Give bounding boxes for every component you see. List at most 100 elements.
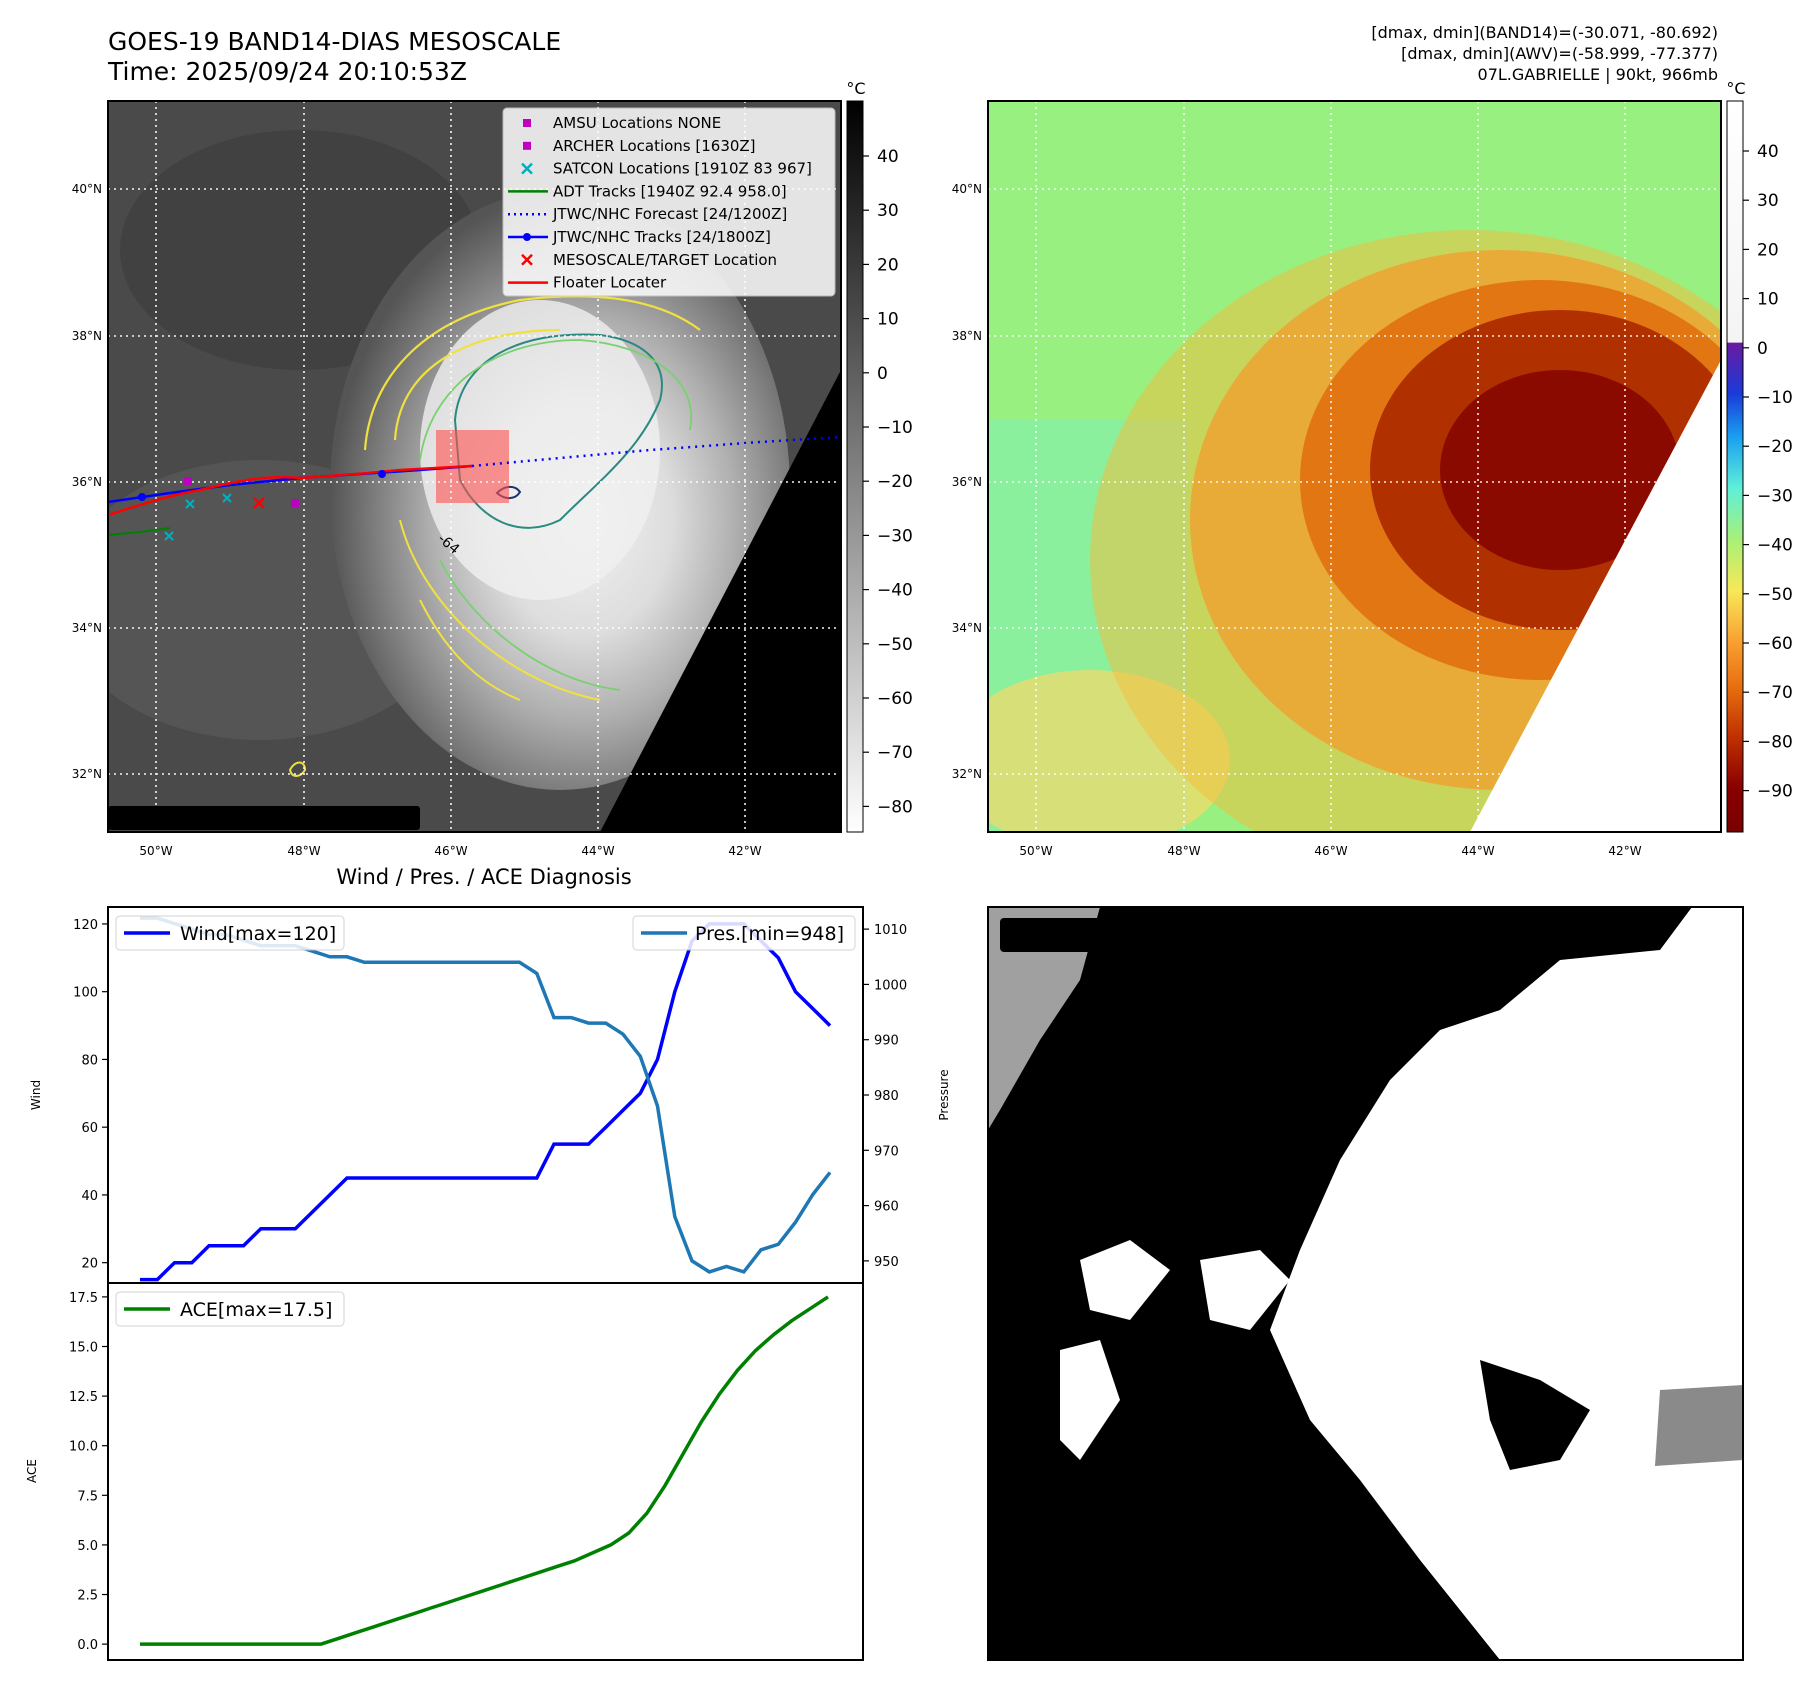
colorbar-tick-label: 30 [1757,191,1779,211]
legend-label: ADT Tracks [1940Z 92.4 958.0] [553,182,787,200]
colorbar-color-unit: °C [1726,79,1745,98]
lat-label: 34°N [72,621,102,635]
legend-entry: ADT Tracks [1940Z 92.4 958.0] [508,182,787,200]
lon-label: 46°W [434,844,467,858]
colorbar-tick-label: 30 [877,201,899,221]
pressure-tick-label: 960 [874,1200,899,1215]
colorbar-tick-label: −30 [1757,486,1793,506]
wind-tick-label: 80 [81,1053,98,1068]
chart-title: Wind / Pres. / ACE Diagnosis [336,865,631,889]
colorbar-tick-label: −70 [1757,683,1793,703]
ace-tick-label: 10.0 [69,1440,98,1455]
lon-label: 42°W [1608,844,1641,858]
pressure-tick-label: 1010 [874,923,907,938]
lat-label: 38°N [952,329,982,343]
colorbar-tick-label: 40 [1757,142,1779,162]
lon-label: 50°W [1019,844,1052,858]
lat-labels-color: 40°N 38°N 36°N 34°N 32°N [952,182,982,781]
pressure-axis-label: Pressure [937,1069,951,1120]
wind-tick-label: 100 [73,986,98,1001]
lon-label: 50°W [139,844,172,858]
colorbar-tick-label: 20 [877,255,899,275]
colorbar-tick-label: 0 [1757,339,1768,359]
lat-label: 36°N [72,475,102,489]
ace-tick-label: 0.0 [77,1638,98,1653]
legend-label: MESOSCALE/TARGET Location [553,251,777,269]
colorbar-gray: °C 40 30 20 10 0 −10 −20 −30 −40 −50 −60 −70 −80 [846,79,913,833]
lat-label: 40°N [72,182,102,196]
lon-label: 42°W [728,844,761,858]
ace-tick-label: 2.5 [77,1589,98,1604]
pressure-tick-label: 990 [874,1034,899,1049]
legend-dot-marker [523,233,531,241]
legend-square-marker [523,141,531,150]
colorbar-color: °C 40 30 20 10 0 −10 −20 −30 −40 −50 −60 −70 −80 −90 [1726,79,1793,833]
wmg-panel: WMG Count: 0 [987,906,1744,1661]
ace-legend: ACE[max=17.5] [115,1291,345,1327]
lat-labels-ir: 40°N 38°N 36°N 34°N 32°N [72,182,102,781]
wind-tick-label: 20 [81,1257,98,1272]
map-panel-color-frame [987,100,1722,833]
colorbar-tick-label: −10 [877,418,913,438]
colorbar-tick-label: 40 [877,147,899,167]
pres-legend-label: Pres.[min=948] [695,923,844,945]
lat-label: 32°N [72,767,102,781]
lat-label: 38°N [72,329,102,343]
colorbar-tick-label: −40 [1757,536,1793,556]
legend-entry: ARCHER Locations [1630Z] [523,137,756,155]
colorbar-tick-label: 10 [877,310,899,330]
wmg-count-label: WMG Count: 0 [1008,924,1169,948]
pressure-tick-label: 980 [874,1089,899,1104]
lat-label: 32°N [952,767,982,781]
ace-tick-label: 12.5 [69,1390,98,1405]
ace-legend-label: ACE[max=17.5] [180,1299,332,1321]
wind-pres-chart: 20 40 60 80 100 120 950 960 970 980 990 1000 1010 W… [29,906,951,1284]
ace-axis-label: ACE [25,1459,39,1483]
colorbar-tick-label: −20 [1757,437,1793,457]
lat-label: 34°N [952,621,982,635]
legend-entry: JTWC/NHC Forecast [24/1200Z] [508,205,787,223]
stats-line3: 07L.GABRIELLE | 90kt, 966mb [1478,65,1718,84]
legend-entry: JTWC/NHC Tracks [24/1800Z] [508,228,771,246]
lon-labels-ir: 50°W 48°W 46°W 44°W 42°W [139,844,761,858]
colorbar-tick-label: −80 [877,797,913,817]
lat-label: 40°N [952,182,982,196]
wind-tick-label: 120 [73,918,98,933]
map-legend: AMSU Locations NONE ARCHER Locations [163… [502,107,836,297]
legend-square-marker [523,119,531,127]
legend-label: JTWC/NHC Forecast [24/1200Z] [552,205,787,223]
legend-x-marker [521,162,533,175]
legend-entry: SATCON Locations [1910Z 83 967] [521,160,812,178]
legend-label: ARCHER Locations [1630Z] [553,137,756,155]
pressure-tick-label: 970 [874,1144,899,1159]
colorbar-tick-label: −10 [1757,388,1793,408]
wind-tick-label: 40 [81,1189,98,1204]
legend-entry: Floater Locater [508,274,667,292]
colorbar-tick-label: −20 [877,472,913,492]
legend-label: Floater Locater [553,274,667,292]
pressure-tick-label: 1000 [874,978,907,993]
colorbar-tick-label: −50 [877,635,913,655]
lon-label: 48°W [287,844,320,858]
colorbar-tick-label: 0 [877,364,888,384]
map-panel-color [988,101,1721,832]
legend-label: SATCON Locations [1910Z 83 967] [553,160,812,178]
colorbar-tick-label: −50 [1757,585,1793,605]
copyright-badge: Copyright © 2020-2025 Dapiya [108,806,420,830]
map-panel-ir-frame [107,100,842,833]
wind-axis-label: Wind [29,1080,43,1110]
ace-series-line [140,1295,829,1646]
legend-label: AMSU Locations NONE [553,114,721,132]
lat-label: 36°N [952,475,982,489]
legend-label: JTWC/NHC Tracks [24/1800Z] [552,228,771,246]
colorbar-tick-label: −70 [877,743,913,763]
lon-labels-color: 50°W 48°W 46°W 44°W 42°W [1019,844,1641,858]
colorbar-gray-unit: °C [846,79,865,98]
pres-legend: Pres.[min=948] [632,915,856,951]
lon-label: 44°W [1461,844,1494,858]
legend-entry: MESOSCALE/TARGET Location [521,251,777,269]
figure-title-line2: Time: 2025/09/24 20:10:53Z [107,57,467,86]
ace-chart: 0.0 2.5 5.0 7.5 10.0 12.5 15.0 17.5 ACE ACE[max… [25,1282,864,1661]
stats-line2: [dmax, dmin](AWV)=(-58.999, -77.377) [1401,44,1718,63]
